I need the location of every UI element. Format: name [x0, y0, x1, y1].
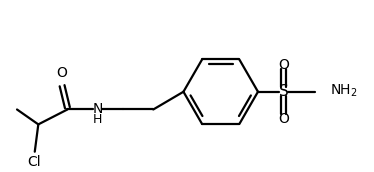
Text: N: N [92, 102, 103, 116]
Text: Cl: Cl [27, 155, 41, 169]
Text: S: S [279, 84, 288, 99]
Text: O: O [278, 112, 289, 126]
Text: O: O [56, 66, 67, 80]
Text: H: H [93, 113, 102, 126]
Text: O: O [278, 58, 289, 72]
Text: NH$_2$: NH$_2$ [329, 83, 357, 99]
